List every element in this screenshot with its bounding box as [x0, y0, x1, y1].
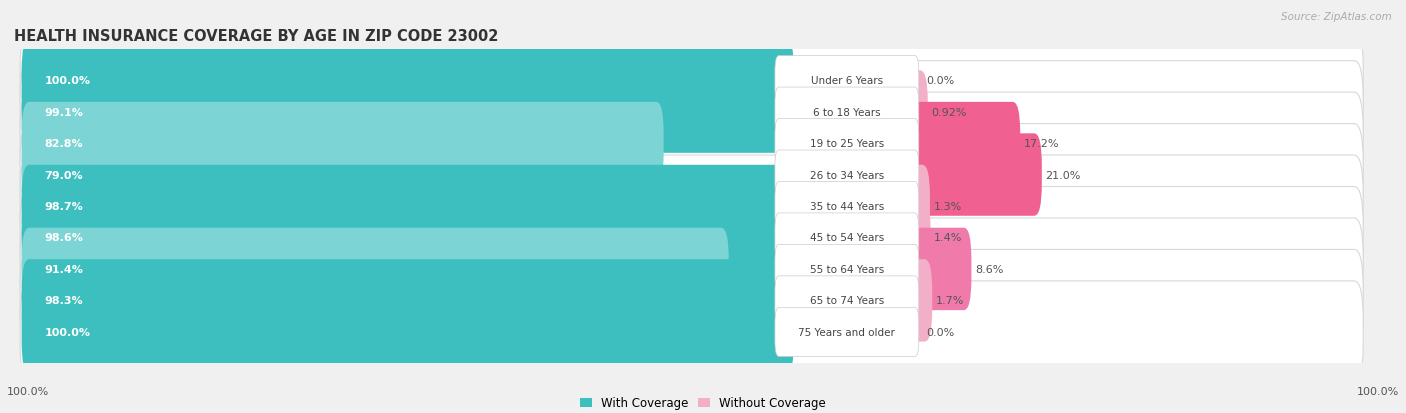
Text: 82.8%: 82.8%: [45, 139, 83, 149]
Text: 98.3%: 98.3%: [45, 296, 83, 306]
FancyBboxPatch shape: [775, 245, 918, 294]
FancyBboxPatch shape: [20, 124, 1364, 226]
FancyBboxPatch shape: [775, 57, 918, 105]
FancyBboxPatch shape: [21, 228, 728, 311]
Text: 8.6%: 8.6%: [976, 264, 1004, 274]
FancyBboxPatch shape: [21, 165, 785, 248]
Text: 100.0%: 100.0%: [7, 387, 49, 396]
FancyBboxPatch shape: [775, 88, 918, 137]
Text: 1.3%: 1.3%: [934, 202, 962, 211]
FancyBboxPatch shape: [907, 165, 929, 248]
FancyBboxPatch shape: [907, 134, 1042, 216]
Text: 65 to 74 Years: 65 to 74 Years: [810, 296, 884, 306]
Text: 21.0%: 21.0%: [1046, 170, 1081, 180]
Text: 0.92%: 0.92%: [932, 107, 967, 117]
FancyBboxPatch shape: [907, 259, 932, 342]
FancyBboxPatch shape: [775, 151, 918, 199]
FancyBboxPatch shape: [20, 281, 1364, 383]
Text: 45 to 54 Years: 45 to 54 Years: [810, 233, 884, 243]
Text: Under 6 Years: Under 6 Years: [811, 76, 883, 86]
FancyBboxPatch shape: [21, 40, 794, 122]
FancyBboxPatch shape: [20, 93, 1364, 195]
FancyBboxPatch shape: [775, 119, 918, 168]
Text: 35 to 44 Years: 35 to 44 Years: [810, 202, 884, 211]
FancyBboxPatch shape: [21, 102, 664, 185]
FancyBboxPatch shape: [20, 30, 1364, 132]
Text: 91.4%: 91.4%: [45, 264, 83, 274]
Text: 1.4%: 1.4%: [935, 233, 963, 243]
Text: 55 to 64 Years: 55 to 64 Years: [810, 264, 884, 274]
Legend: With Coverage, Without Coverage: With Coverage, Without Coverage: [575, 392, 831, 413]
FancyBboxPatch shape: [907, 71, 928, 154]
FancyBboxPatch shape: [20, 187, 1364, 289]
Text: 26 to 34 Years: 26 to 34 Years: [810, 170, 884, 180]
FancyBboxPatch shape: [20, 156, 1364, 257]
FancyBboxPatch shape: [775, 182, 918, 231]
FancyBboxPatch shape: [20, 218, 1364, 320]
FancyBboxPatch shape: [907, 228, 972, 311]
FancyBboxPatch shape: [20, 250, 1364, 351]
Text: Source: ZipAtlas.com: Source: ZipAtlas.com: [1281, 12, 1392, 22]
Text: 100.0%: 100.0%: [1357, 387, 1399, 396]
Text: 98.7%: 98.7%: [45, 202, 83, 211]
FancyBboxPatch shape: [775, 214, 918, 262]
FancyBboxPatch shape: [775, 308, 918, 356]
Text: 1.7%: 1.7%: [936, 296, 965, 306]
Text: 17.2%: 17.2%: [1024, 139, 1060, 149]
FancyBboxPatch shape: [20, 62, 1364, 163]
FancyBboxPatch shape: [775, 276, 918, 325]
Text: 99.1%: 99.1%: [45, 107, 83, 117]
FancyBboxPatch shape: [21, 71, 787, 154]
Text: 0.0%: 0.0%: [927, 76, 955, 86]
FancyBboxPatch shape: [907, 102, 1021, 185]
Text: 79.0%: 79.0%: [45, 170, 83, 180]
Text: 100.0%: 100.0%: [45, 76, 90, 86]
Text: 6 to 18 Years: 6 to 18 Years: [813, 107, 880, 117]
FancyBboxPatch shape: [907, 197, 931, 279]
FancyBboxPatch shape: [21, 259, 780, 342]
Text: 19 to 25 Years: 19 to 25 Years: [810, 139, 884, 149]
FancyBboxPatch shape: [21, 134, 636, 216]
FancyBboxPatch shape: [21, 197, 783, 279]
FancyBboxPatch shape: [21, 291, 794, 373]
Text: 98.6%: 98.6%: [45, 233, 83, 243]
Text: 100.0%: 100.0%: [45, 327, 90, 337]
Text: HEALTH INSURANCE COVERAGE BY AGE IN ZIP CODE 23002: HEALTH INSURANCE COVERAGE BY AGE IN ZIP …: [14, 29, 499, 44]
Text: 75 Years and older: 75 Years and older: [799, 327, 896, 337]
Text: 0.0%: 0.0%: [927, 327, 955, 337]
